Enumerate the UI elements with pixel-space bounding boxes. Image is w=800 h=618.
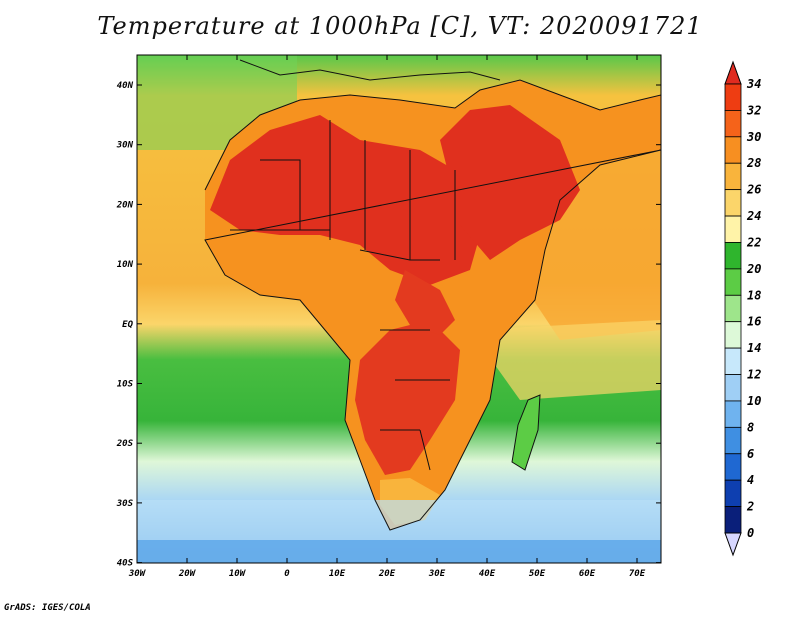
colorbar-label: 14 <box>747 341 761 355</box>
lat-label: 10N <box>117 260 134 270</box>
colorbar-label: 24 <box>746 209 761 223</box>
footer-credit: GrADS: IGES/COLA <box>4 603 91 613</box>
colorbar-label: 28 <box>746 156 761 170</box>
coastlines <box>204 59 661 531</box>
lat-label: 10S <box>117 380 134 390</box>
colorbar-swatch <box>724 347 742 375</box>
lon-label: 60E <box>579 569 596 579</box>
colorbar-swatch <box>724 268 742 296</box>
lon-label: 20E <box>378 569 396 579</box>
lon-label: 10E <box>329 569 346 579</box>
colorbar-swatch <box>724 321 742 349</box>
lat-label: EQ <box>122 320 133 330</box>
colorbar-label: 12 <box>747 368 761 382</box>
lat-label: 30S <box>116 499 134 509</box>
colorbar-swatch <box>724 506 742 534</box>
colorbar-label: 0 <box>747 526 754 540</box>
map-frame <box>136 54 662 564</box>
lon-label: 20W <box>178 569 197 579</box>
colorbar-label: 2 <box>746 500 754 514</box>
colorbar-label: 26 <box>746 183 761 197</box>
colorbar-label: 16 <box>747 315 761 329</box>
colorbar-label: 22 <box>746 235 761 249</box>
colorbar-swatch <box>724 479 742 507</box>
colorbar-swatch <box>724 242 742 270</box>
colorbar-bottom-arrow <box>724 532 742 557</box>
lon-label: 10W <box>229 569 247 579</box>
lat-label: 20S <box>116 439 134 449</box>
lon-label: 30E <box>428 569 446 579</box>
colorbar-label: 30 <box>746 130 761 144</box>
lon-label: 30W <box>128 569 147 579</box>
colorbar-label: 10 <box>747 394 761 408</box>
lon-label: 50E <box>529 569 546 579</box>
colorbar-label: 8 <box>747 420 754 434</box>
colorbar-label: 6 <box>747 447 754 461</box>
lat-label: 40N <box>117 81 134 91</box>
colorbar-swatch <box>724 162 742 191</box>
colorbar-label: 4 <box>747 473 754 487</box>
lon-label: 70E <box>629 569 646 579</box>
lat-label: 40S <box>117 559 134 569</box>
lat-label: 30N <box>116 141 134 151</box>
colorbar-swatch <box>724 136 742 164</box>
colorbar-swatch <box>724 374 742 402</box>
colorbar-swatch <box>724 294 742 323</box>
colorbar-swatch <box>724 426 742 455</box>
colorbar-swatch <box>724 110 742 138</box>
colorbar-label: 18 <box>747 288 761 302</box>
colorbar-swatch <box>724 453 742 481</box>
colorbar-label: 20 <box>746 262 761 276</box>
colorbar-swatch <box>724 215 742 243</box>
lon-label: 0 <box>284 569 290 579</box>
chart-title: Temperature at 1000hPa [C], VT: 20200917… <box>97 12 703 40</box>
lat-label: 20N <box>116 200 134 210</box>
colorbar-label: 32 <box>746 103 761 117</box>
colorbar-swatch <box>724 189 742 217</box>
lon-label: 40E <box>479 569 496 579</box>
colorbar-swatch <box>724 400 742 428</box>
colorbar-label: 34 <box>746 77 761 91</box>
colorbar-top-arrow <box>724 60 742 85</box>
colorbar-swatch <box>724 83 742 111</box>
longitude-axis: 30W 20W 10W 0 10E 20E 30E 40E 50E 60E 70E <box>128 55 646 579</box>
temperature-field <box>137 55 661 563</box>
latitude-axis: 40N 30N 20N 10N EQ 10S 20S 30S 40S <box>116 81 661 569</box>
